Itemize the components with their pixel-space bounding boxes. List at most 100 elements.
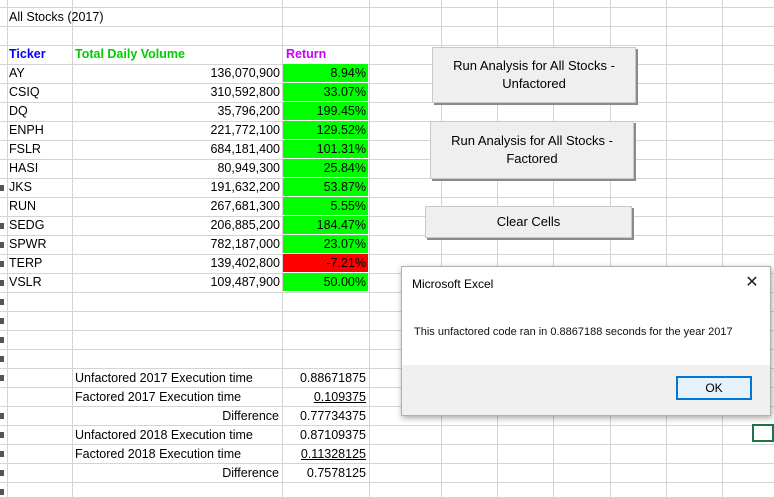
grid-row-line	[0, 349, 774, 350]
row-header-fragment	[0, 451, 4, 457]
grid-row-line	[0, 273, 774, 274]
grid-row-line	[0, 482, 774, 483]
header-total-daily-volume: Total Daily Volume	[75, 47, 185, 61]
ticker-cell: ENPH	[9, 123, 44, 137]
clear-cells-button[interactable]: Clear Cells	[425, 206, 632, 238]
row-header-fragment	[0, 413, 4, 419]
timing-label: Difference	[222, 466, 279, 480]
ticker-cell: SPWR	[9, 237, 47, 251]
return-cell: 199.45%	[283, 102, 368, 120]
grid-column-line	[7, 0, 8, 497]
volume-cell: 310,592,800	[210, 85, 280, 99]
return-cell: 184.47%	[283, 216, 368, 234]
timing-label: Factored 2018 Execution time	[75, 447, 242, 461]
grid-row-line	[0, 45, 774, 46]
ticker-cell: TERP	[9, 256, 43, 270]
volume-cell: 139,402,800	[210, 256, 280, 270]
row-header-fragment	[0, 375, 4, 381]
row-header-fragment	[0, 280, 4, 286]
grid-row-line	[0, 235, 774, 236]
volume-cell: 782,187,000	[210, 237, 280, 251]
row-header-fragment	[0, 261, 4, 267]
close-icon[interactable]: ✕	[745, 274, 759, 291]
row-header-fragment	[0, 242, 4, 248]
return-cell: 33.07%	[283, 83, 368, 101]
ticker-cell: CSIQ	[9, 85, 40, 99]
grid-row-line	[0, 102, 774, 103]
message-dialog: Microsoft Excel ✕ This unfactored code r…	[401, 266, 771, 416]
grid-row-line	[0, 406, 774, 407]
grid-row-line	[0, 26, 774, 27]
timing-label: Difference	[222, 409, 279, 423]
timing-value: 0.87109375	[299, 428, 366, 442]
ticker-cell: VSLR	[9, 275, 42, 289]
volume-cell: 206,885,200	[210, 218, 280, 232]
row-header-fragment	[0, 356, 4, 362]
return-cell: 53.87%	[283, 178, 368, 196]
grid-row-line	[0, 254, 774, 255]
row-header-fragment	[0, 489, 4, 495]
header-ticker: Ticker	[9, 47, 46, 61]
row-header-fragment	[0, 432, 4, 438]
return-cell: 101.31%	[283, 140, 368, 158]
timing-value: 0.77734375	[299, 409, 366, 423]
timing-value: 0.7578125	[306, 466, 366, 480]
grid-column-line	[497, 0, 498, 497]
volume-cell: 221,772,100	[210, 123, 280, 137]
grid-row-line	[0, 159, 774, 160]
timing-label: Unfactored 2017 Execution time	[75, 371, 253, 385]
grid-column-line	[369, 0, 370, 497]
grid-row-line	[0, 292, 774, 293]
timing-label: Factored 2017 Execution time	[75, 390, 242, 404]
grid-row-line	[0, 368, 774, 369]
grid-row-line	[0, 330, 774, 331]
row-header-fragment	[0, 185, 4, 191]
timing-value: 0.11328125	[300, 447, 366, 461]
dialog-title: Microsoft Excel	[412, 277, 494, 291]
grid-column-line	[610, 0, 611, 497]
ticker-cell: DQ	[9, 104, 28, 118]
active-cell[interactable]	[752, 424, 774, 442]
volume-cell: 35,796,200	[217, 104, 280, 118]
volume-cell: 80,949,300	[217, 161, 280, 175]
grid-column-line	[282, 0, 283, 497]
ticker-cell: FSLR	[9, 142, 41, 156]
timing-value: 0.88671875	[299, 371, 366, 385]
volume-cell: 191,632,200	[210, 180, 280, 194]
grid-column-line	[722, 0, 723, 497]
grid-row-line	[0, 140, 774, 141]
return-cell: 50.00%	[283, 273, 368, 291]
ticker-cell: AY	[9, 66, 25, 80]
timing-label: Unfactored 2018 Execution time	[75, 428, 253, 442]
row-header-fragment	[0, 337, 4, 343]
row-header-fragment	[0, 470, 4, 476]
header-return: Return	[286, 47, 327, 61]
grid-row-line	[0, 216, 774, 217]
grid-row-line	[0, 425, 774, 426]
return-cell: 5.55%	[283, 197, 368, 215]
grid-column-line	[441, 0, 442, 497]
dialog-footer: OK	[402, 365, 770, 415]
grid-row-line	[0, 444, 774, 445]
ticker-cell: RUN	[9, 199, 37, 213]
ok-button[interactable]: OK	[676, 376, 752, 400]
grid-row-line	[0, 178, 774, 179]
return-cell: 129.52%	[283, 121, 368, 139]
grid-row-line	[0, 7, 774, 8]
return-cell: 23.07%	[283, 235, 368, 253]
grid-column-line	[666, 0, 667, 497]
grid-row-line	[0, 121, 774, 122]
row-header-fragment	[0, 318, 4, 324]
run-unfactored-button[interactable]: Run Analysis for All Stocks - Unfactored	[432, 47, 636, 103]
grid-row-line	[0, 463, 774, 464]
run-factored-button[interactable]: Run Analysis for All Stocks - Factored	[430, 121, 634, 179]
sheet-title: All Stocks (2017)	[9, 10, 104, 24]
grid-row-line	[0, 64, 774, 65]
return-cell: 25.84%	[283, 159, 368, 177]
ticker-cell: JKS	[9, 180, 32, 194]
ticker-cell: SEDG	[9, 218, 45, 232]
grid-column-line	[553, 0, 554, 497]
timing-value: 0.109375	[313, 390, 366, 404]
row-header-fragment	[0, 299, 4, 305]
